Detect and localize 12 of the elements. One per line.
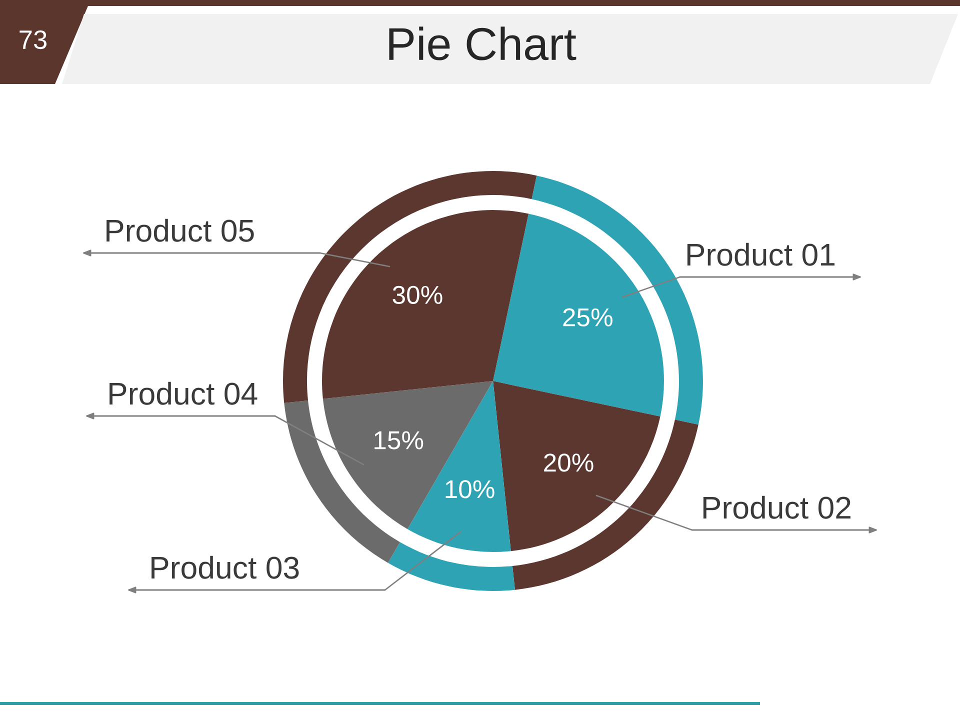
data-label: 25% — [563, 308, 612, 326]
slice-label: Product 02 — [703, 496, 850, 519]
data-label: 10% — [446, 480, 494, 498]
slice-label: Product 04 — [110, 382, 258, 405]
chart-title: Pie Chart — [389, 26, 576, 60]
text: 73 — [20, 30, 47, 50]
data-label: 15% — [374, 431, 424, 450]
slice-label: Product 03 — [152, 556, 299, 579]
data-label: 30% — [392, 286, 442, 304]
slice-label: Product 05 — [106, 218, 254, 242]
data-label: 20% — [544, 454, 594, 472]
slice-label: Product 01 — [687, 242, 834, 266]
